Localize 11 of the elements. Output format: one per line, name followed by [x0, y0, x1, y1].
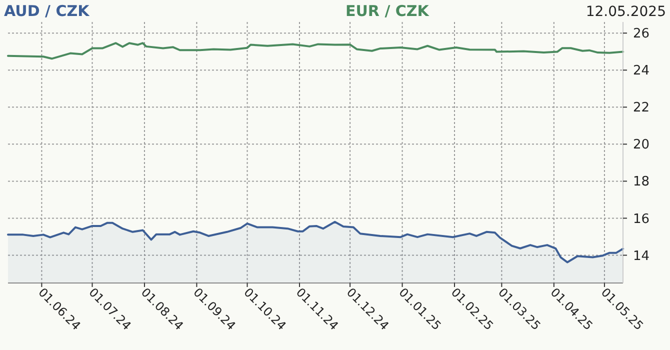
y-tick-label: 26: [633, 26, 650, 42]
text: 12.05.2025: [586, 4, 666, 20]
text: AUD / CZK: [4, 2, 91, 20]
y-tick-label: 16: [633, 212, 650, 227]
y-tick-label: 18: [633, 174, 650, 190]
y-tick-label: 22: [633, 100, 650, 116]
y-tick-label: 24: [633, 64, 650, 79]
y-tick-label: 20: [633, 138, 650, 153]
y-tick-label: 14: [633, 248, 650, 264]
series-label: EUR / CZK: [346, 2, 430, 20]
line-series: [7, 42, 624, 60]
